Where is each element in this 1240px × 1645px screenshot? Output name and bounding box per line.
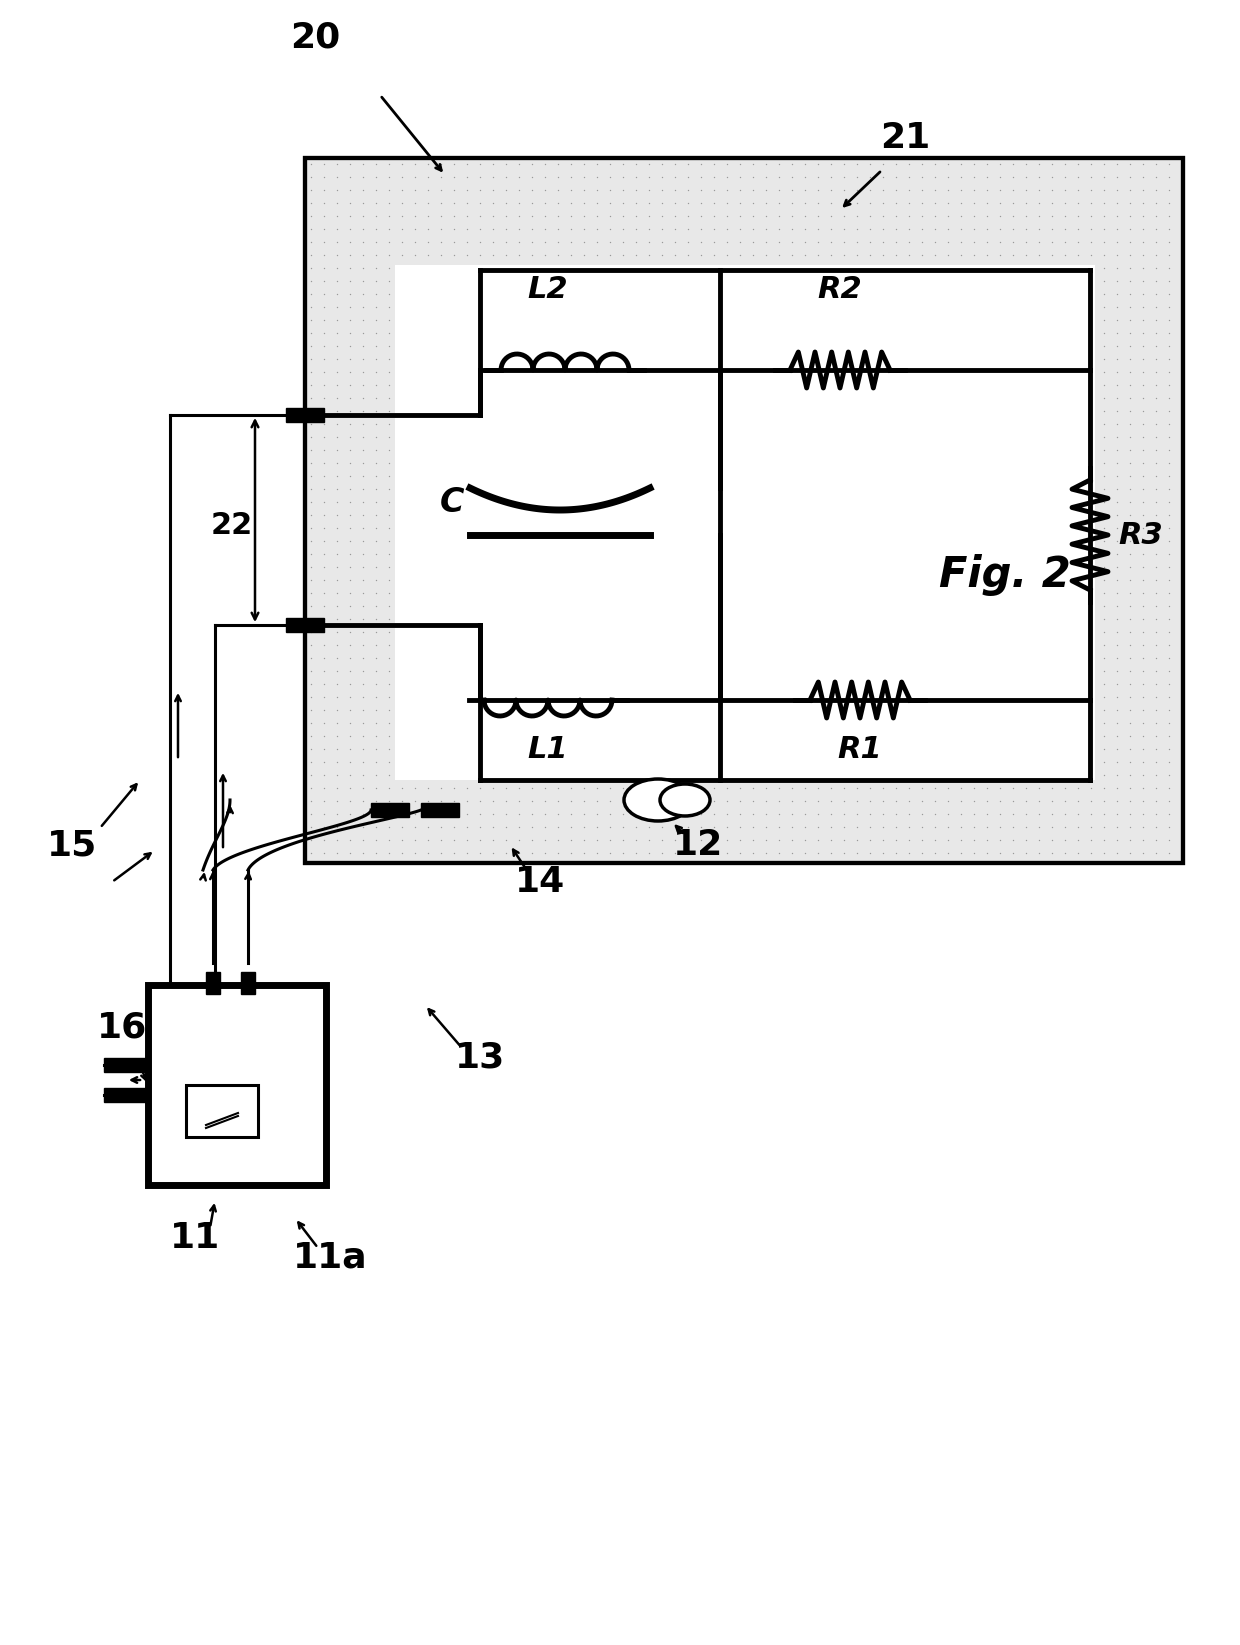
Bar	[103, 1058, 149, 1073]
Ellipse shape	[624, 780, 692, 821]
Bar	[286, 408, 324, 423]
Bar	[206, 972, 219, 994]
Text: L2: L2	[528, 275, 568, 304]
Bar	[305, 158, 1183, 864]
Text: R1: R1	[838, 735, 883, 763]
Text: 21: 21	[880, 122, 930, 155]
Text: C: C	[440, 485, 464, 520]
Bar	[396, 640, 1095, 780]
Text: 15: 15	[47, 827, 97, 862]
Text: 12: 12	[673, 827, 723, 862]
Bar	[396, 429, 856, 645]
Ellipse shape	[660, 785, 711, 816]
Bar	[422, 803, 459, 818]
Bar	[148, 985, 326, 1184]
Text: R3: R3	[1118, 520, 1163, 549]
Bar	[856, 265, 1095, 780]
Text: 11: 11	[170, 1221, 221, 1255]
Bar	[305, 158, 1183, 864]
Text: 16: 16	[97, 1012, 148, 1045]
Text: Fig. 2: Fig. 2	[939, 554, 1071, 595]
Text: L1: L1	[528, 735, 568, 763]
Bar	[186, 1086, 258, 1137]
Text: 13: 13	[455, 1041, 505, 1074]
Bar	[305, 158, 1183, 864]
Text: 20: 20	[290, 21, 340, 54]
Bar	[396, 265, 1095, 429]
Bar	[103, 1087, 149, 1102]
Text: 11a: 11a	[293, 1240, 367, 1275]
Text: R2: R2	[817, 275, 862, 304]
Bar	[241, 972, 255, 994]
Bar	[371, 803, 409, 818]
Text: 14: 14	[515, 865, 565, 900]
Bar	[286, 619, 324, 632]
Text: 22: 22	[211, 510, 253, 540]
